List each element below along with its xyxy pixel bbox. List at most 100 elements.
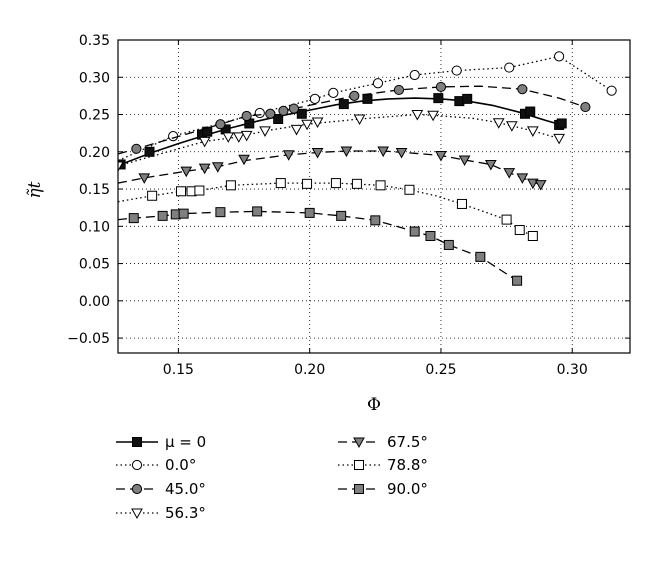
data-point (393, 84, 405, 96)
data-point (395, 148, 408, 159)
series-layer (118, 51, 617, 286)
series-4 (118, 146, 547, 191)
data-point (553, 133, 565, 145)
legend-marker (132, 437, 142, 447)
data-point (349, 90, 360, 101)
data-point (404, 184, 415, 195)
data-point (147, 190, 158, 201)
data-point (302, 178, 313, 189)
data-point (278, 105, 289, 116)
y-tick-label: 0.00 (79, 294, 110, 310)
data-point (375, 180, 386, 191)
data-point (225, 180, 236, 191)
x-axis-label: Φ (367, 395, 381, 415)
data-point (451, 65, 462, 76)
data-point (409, 226, 420, 237)
data-point (501, 214, 512, 225)
legend-label: 0.0° (165, 456, 196, 474)
data-point (311, 148, 324, 159)
data-point (254, 107, 265, 119)
legend-label: μ = 0 (165, 433, 206, 451)
data-point (178, 208, 189, 219)
data-point (534, 180, 547, 191)
data-point (265, 108, 276, 119)
data-point (377, 146, 390, 158)
data-point (240, 130, 253, 142)
data-point (456, 198, 467, 209)
data-point (527, 178, 539, 190)
legend: μ = 0 0.0° 45.0° 56.3° 67.5° 78.8° 90.0° (116, 433, 428, 522)
data-point (409, 69, 420, 81)
legend-label: 45.0° (165, 480, 206, 498)
data-point (353, 114, 366, 126)
x-tick-label: 0.15 (163, 362, 194, 378)
data-point (288, 103, 300, 114)
data-point (176, 186, 187, 197)
x-tick-label: 0.20 (294, 362, 325, 378)
data-point (338, 99, 349, 110)
data-point (462, 93, 473, 104)
x-tick-label: 0.30 (557, 362, 588, 378)
series-1 (118, 51, 617, 162)
data-point (157, 210, 168, 221)
data-point (241, 110, 252, 122)
data-point (328, 87, 339, 99)
legend-marker (354, 484, 364, 494)
data-point (118, 161, 124, 172)
data-point (301, 119, 313, 131)
data-point (554, 51, 565, 62)
data-point (427, 110, 439, 122)
legend-marker (353, 437, 365, 449)
data-point (435, 81, 447, 93)
tick-marks (118, 39, 630, 353)
data-point (330, 178, 341, 189)
data-point (525, 106, 536, 117)
data-point (433, 93, 444, 104)
data-point (238, 154, 250, 166)
y-axis-label: η̃t (25, 181, 45, 198)
data-point (351, 178, 362, 189)
data-point (516, 173, 529, 184)
y-tick-label: 0.20 (79, 145, 110, 161)
data-point (606, 85, 617, 96)
legend-item: 90.0° (338, 480, 428, 498)
data-point (556, 118, 567, 129)
legend-marker (131, 459, 143, 471)
data-point (282, 150, 295, 161)
data-point (517, 84, 528, 95)
data-point (504, 62, 515, 73)
legend-item: μ = 0 (116, 433, 206, 451)
data-point (273, 113, 284, 124)
data-point (138, 173, 151, 184)
legend-item: 45.0° (116, 480, 206, 498)
legend-item: 56.3° (116, 504, 206, 522)
y-tick-label: 0.15 (79, 182, 110, 198)
legend-item: 0.0° (116, 456, 196, 474)
data-point (370, 215, 381, 226)
data-point (492, 118, 505, 129)
data-point (215, 119, 226, 130)
data-point (290, 124, 303, 136)
legend-marker (131, 508, 143, 520)
data-point (514, 225, 525, 236)
legend-label: 67.5° (387, 433, 428, 451)
y-tick-label: 0.05 (79, 257, 110, 273)
data-point (144, 146, 155, 157)
data-point (128, 213, 139, 224)
series-6 (118, 206, 523, 286)
series-3 (118, 110, 565, 172)
data-point (222, 132, 235, 143)
series-line (118, 182, 534, 237)
series-0 (118, 93, 567, 170)
y-tick-label: 0.35 (79, 33, 110, 49)
legend-marker (354, 460, 364, 470)
data-point (275, 178, 286, 189)
data-point (194, 185, 205, 196)
data-point (211, 162, 224, 173)
data-point (435, 151, 447, 162)
series-2 (118, 81, 591, 155)
data-point (296, 108, 307, 119)
data-point (198, 136, 211, 148)
data-point (372, 78, 384, 89)
